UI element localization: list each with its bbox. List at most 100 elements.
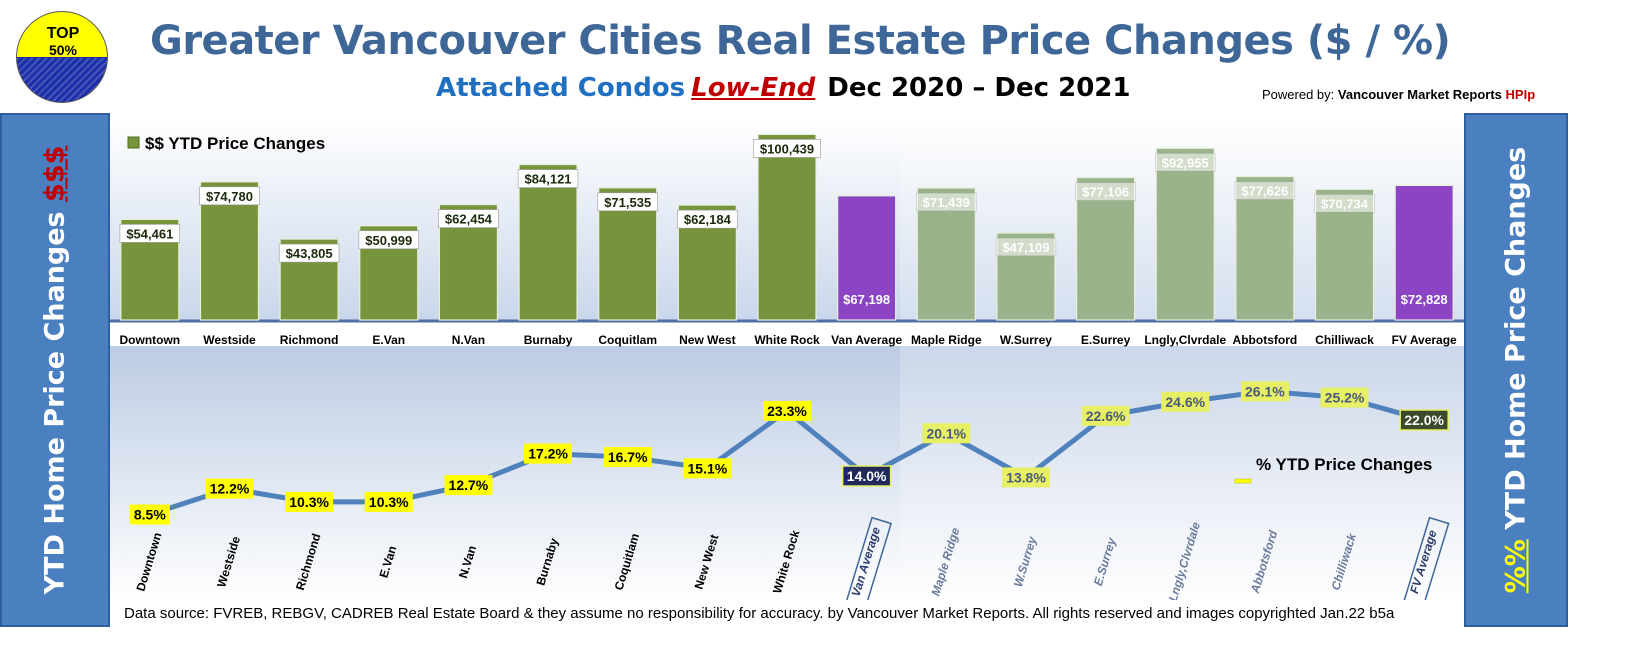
bar-9 (837, 195, 897, 321)
bar-legend-label: $$ YTD Price Changes (145, 134, 325, 153)
line-legend-swatch (1234, 478, 1252, 484)
pct-label-bg-1 (205, 478, 254, 499)
pct-label-bg-15 (1320, 387, 1369, 408)
pct-label-bg-8 (763, 400, 811, 421)
pct-label-bg-14 (1240, 381, 1289, 402)
pct-label-bg-5 (524, 443, 573, 464)
pct-value-label-9: 14.0% (847, 468, 887, 484)
pct-value-label-10: 20.1% (926, 425, 966, 441)
bar-12 (1075, 176, 1136, 321)
pct-value-label-7: 15.1% (688, 460, 728, 476)
bar-label-bg-11 (995, 237, 1057, 257)
powered-brand: Vancouver Market Reports (1337, 87, 1502, 102)
bar-label-bg-7 (677, 209, 738, 229)
bar-value-label-3: $50,999 (365, 233, 412, 248)
line-panel-bg (110, 346, 1464, 600)
pct-value-label-8: 23.3% (767, 403, 807, 419)
right-side-panel: %% YTD Home Price Changes (1464, 113, 1568, 627)
pct-label-bg-2 (285, 491, 334, 512)
pct-value-label-0: 8.5% (134, 507, 166, 523)
pct-label-bg-13 (1161, 391, 1210, 412)
bar-8 (757, 133, 817, 321)
bar-series: $54,461 Downtown $74,780 Westside $43,805 Ric… (119, 133, 1457, 347)
bar-category-label-14: Abbotsford (1233, 333, 1298, 347)
pct-label-bg-9 (841, 465, 892, 487)
badge-stripes (17, 58, 107, 102)
subtitle-category: Attached Condos (436, 73, 686, 103)
subtitle-period: Dec 2020 – Dec 2021 (827, 73, 1131, 103)
bar-category-label-2: Richmond (280, 333, 339, 347)
bar-value-label-15: $70,734 (1321, 196, 1369, 211)
pct-value-label-13: 24.6% (1165, 394, 1205, 410)
bar-value-label-5: $84,121 (525, 172, 572, 187)
bar-label-bg-3 (358, 230, 419, 250)
powered-prefix: Powered by: (1262, 87, 1335, 102)
bar-category-label-13: Lngly,Clvrdale (1144, 333, 1226, 347)
bar-category-label-10: Maple Ridge (911, 333, 982, 347)
bar-value-label-8: $100,439 (760, 141, 814, 156)
line-legend-label: % YTD Price Changes (1256, 455, 1432, 474)
bar-16 (1394, 184, 1454, 321)
bar-category-label-1: Westside (203, 333, 256, 347)
category-strip-bg (110, 322, 1464, 346)
bar-value-label-1: $74,780 (206, 189, 253, 204)
bar-value-label-4: $62,454 (445, 212, 493, 227)
bar-value-label-7: $62,184 (684, 212, 732, 227)
header: TOP 50% Greater Vancouver Cities Real Es… (0, 0, 1645, 118)
right-side-accent: %% (1500, 539, 1532, 594)
bar-13 (1155, 147, 1215, 321)
pct-value-label-15: 25.2% (1325, 390, 1365, 406)
badge-line1: TOP (46, 25, 80, 42)
page-subtitle: Attached Condos Low-End Dec 2020 – Dec 202… (436, 73, 1130, 103)
right-side-label: %% YTD Home Price Changes (1501, 147, 1532, 594)
bar-label-bg-0 (119, 224, 181, 243)
pct-label-bg-12 (1081, 405, 1130, 426)
bar-category-label-12: E.Surrey (1081, 333, 1131, 347)
pct-label-bg-3 (364, 491, 413, 512)
pct-label-bg-4 (444, 475, 493, 496)
pct-value-label-11: 13.8% (1006, 469, 1046, 485)
bar-label-bg-14 (1234, 181, 1296, 200)
avg-label-frame-9 (845, 516, 893, 600)
avg-label-frame-16 (1402, 516, 1450, 600)
bar-label-bg-2 (278, 243, 340, 263)
bar-value-label-9: $67,198 (843, 292, 890, 307)
powered-by: Powered by: Vancouver Market Reports HPI… (1262, 87, 1535, 102)
bar-value-label-16: $72,828 (1401, 292, 1448, 307)
subtitle-segment: Low-End (691, 73, 816, 103)
bar-value-label-11: $47,109 (1002, 240, 1049, 255)
bar-legend-swatch (127, 136, 140, 149)
bar-label-bg-4 (438, 209, 499, 228)
powered-suffix: HPIp (1505, 87, 1536, 102)
bar-category-label-3: E.Van (372, 333, 405, 347)
bar-category-label-7: New West (679, 333, 735, 347)
bar-label-bg-12 (1075, 182, 1136, 201)
bar-label-bg-8 (753, 139, 821, 158)
bar-category-label-4: N.Van (452, 333, 485, 347)
bar-value-label-12: $77,106 (1082, 185, 1129, 200)
bar-value-label-2: $43,805 (286, 246, 333, 261)
pct-value-label-5: 17.2% (528, 446, 568, 462)
bar-category-label-6: Coquitlam (598, 333, 657, 347)
right-side-text: YTD Home Price Changes (1500, 146, 1532, 540)
bar-value-label-14: $77,626 (1241, 184, 1288, 199)
left-side-accent: $$$ (39, 145, 71, 202)
bar-category-label-0: Downtown (119, 333, 180, 347)
pct-label-bg-6 (603, 447, 652, 468)
pct-value-label-2: 10.3% (289, 494, 329, 510)
bar-category-label-15: Chilliwack (1315, 333, 1374, 347)
bar-label-bg-15 (1314, 194, 1375, 213)
price-change-chart: $$ YTD Price Changes % YTD Price Changes… (110, 118, 1464, 600)
bar-5 (518, 163, 578, 321)
bar-category-label-8: White Rock (754, 333, 820, 347)
pct-value-label-16: 22.0% (1404, 412, 1444, 428)
bar-label-bg-5 (517, 169, 579, 188)
bar-category-label-16: FV Average (1392, 333, 1457, 347)
page-title: Greater Vancouver Cities Real Estate Pri… (150, 18, 1451, 64)
pct-label-bg-11 (1001, 467, 1050, 488)
bar-category-label-11: W.Surrey (1000, 333, 1052, 347)
pct-label-bg-16 (1399, 409, 1449, 431)
bar-label-bg-1 (199, 186, 260, 206)
left-side-text: YTD Home Price Changes (39, 201, 71, 595)
bar-value-label-13: $92,955 (1162, 155, 1209, 170)
